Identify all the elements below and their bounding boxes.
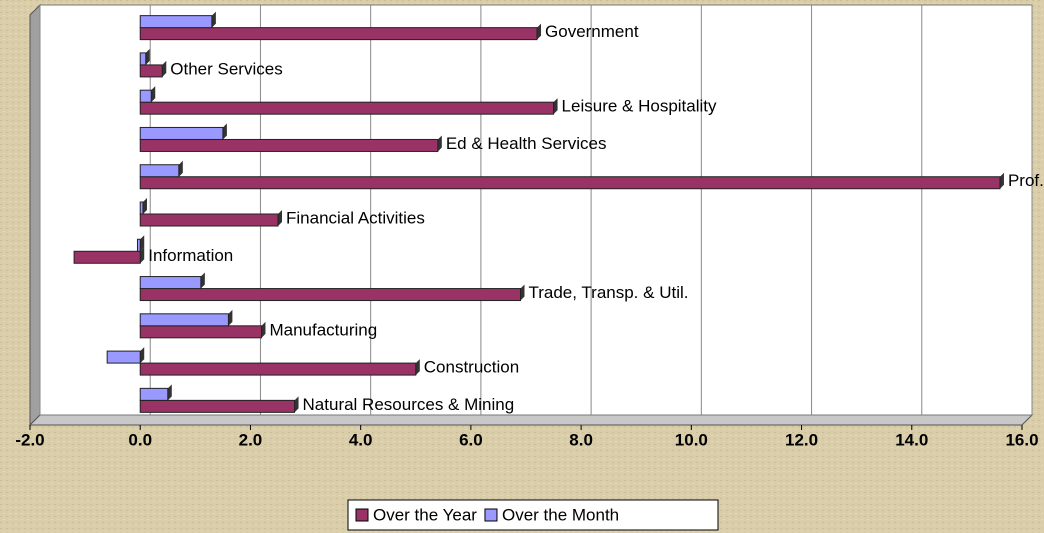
bar bbox=[139, 325, 262, 339]
bar bbox=[139, 362, 417, 376]
bar-depth bbox=[145, 48, 150, 65]
category-label: Ed & Health Services bbox=[446, 134, 607, 153]
bar-depth bbox=[151, 86, 156, 103]
bar bbox=[139, 164, 180, 178]
bar bbox=[139, 101, 555, 115]
bar-depth bbox=[162, 60, 167, 77]
bar-depth bbox=[222, 123, 227, 140]
plot-wall bbox=[39, 4, 1033, 416]
x-tick-label: -2.0 bbox=[15, 430, 44, 449]
category-label: Other Services bbox=[170, 59, 282, 78]
category-label: Prof. & Bus. Services bbox=[1008, 171, 1044, 190]
bar bbox=[136, 238, 141, 252]
legend-swatch bbox=[355, 508, 369, 522]
bar-depth bbox=[228, 309, 233, 326]
x-tick-label: 10.0 bbox=[675, 430, 708, 449]
x-tick-label: 16.0 bbox=[1005, 430, 1038, 449]
bar-depth bbox=[167, 384, 172, 401]
bar bbox=[139, 89, 152, 103]
bar-depth bbox=[520, 284, 525, 301]
bar-depth bbox=[200, 272, 205, 289]
bar bbox=[139, 52, 147, 66]
bar-depth bbox=[999, 172, 1004, 189]
bar bbox=[106, 350, 141, 364]
category-label: Trade, Transp. & Util. bbox=[528, 283, 688, 302]
x-tick-label: 12.0 bbox=[785, 430, 818, 449]
bar-depth bbox=[294, 396, 299, 413]
bar bbox=[139, 64, 163, 78]
x-tick-label: 8.0 bbox=[569, 430, 593, 449]
x-tick-label: 6.0 bbox=[459, 430, 483, 449]
category-label: Financial Activities bbox=[286, 208, 425, 227]
bar-depth bbox=[261, 321, 266, 338]
x-tick-label: 4.0 bbox=[349, 430, 373, 449]
bar-depth bbox=[553, 98, 558, 115]
bar bbox=[73, 250, 141, 264]
legend bbox=[347, 499, 719, 531]
bar-depth bbox=[140, 347, 145, 364]
legend-swatch bbox=[484, 508, 498, 522]
x-tick-label: 0.0 bbox=[128, 430, 152, 449]
bar bbox=[139, 138, 439, 152]
bar-depth bbox=[278, 210, 282, 226]
bar bbox=[139, 387, 169, 401]
category-label: Manufacturing bbox=[269, 320, 377, 339]
bar bbox=[139, 276, 202, 290]
bar bbox=[139, 27, 538, 41]
x-tick-label: 14.0 bbox=[895, 430, 928, 449]
bar bbox=[139, 126, 224, 140]
bar bbox=[139, 213, 279, 227]
legend-label: Over the Year bbox=[373, 505, 477, 524]
bar-depth bbox=[142, 198, 147, 214]
bar bbox=[139, 176, 1001, 190]
bar-depth bbox=[537, 23, 542, 40]
bar bbox=[139, 288, 521, 302]
bar-depth bbox=[415, 359, 420, 376]
bar bbox=[139, 201, 144, 215]
bar-depth bbox=[140, 247, 145, 264]
bar-depth bbox=[178, 160, 183, 177]
bar-depth bbox=[437, 135, 442, 152]
legend-label: Over the Month bbox=[502, 505, 619, 524]
category-label: Government bbox=[545, 22, 639, 41]
x-tick-label: 2.0 bbox=[239, 430, 263, 449]
bar bbox=[139, 313, 229, 327]
bar-depth bbox=[140, 235, 145, 252]
bar bbox=[139, 15, 213, 29]
side-wall bbox=[29, 3, 41, 427]
category-label: Natural Resources & Mining bbox=[303, 395, 515, 414]
bar-depth bbox=[211, 11, 216, 28]
category-label: Information bbox=[148, 246, 233, 265]
floor bbox=[28, 414, 1034, 426]
bar bbox=[139, 399, 296, 413]
category-label: Construction bbox=[424, 358, 519, 377]
category-label: Leisure & Hospitality bbox=[562, 97, 717, 116]
